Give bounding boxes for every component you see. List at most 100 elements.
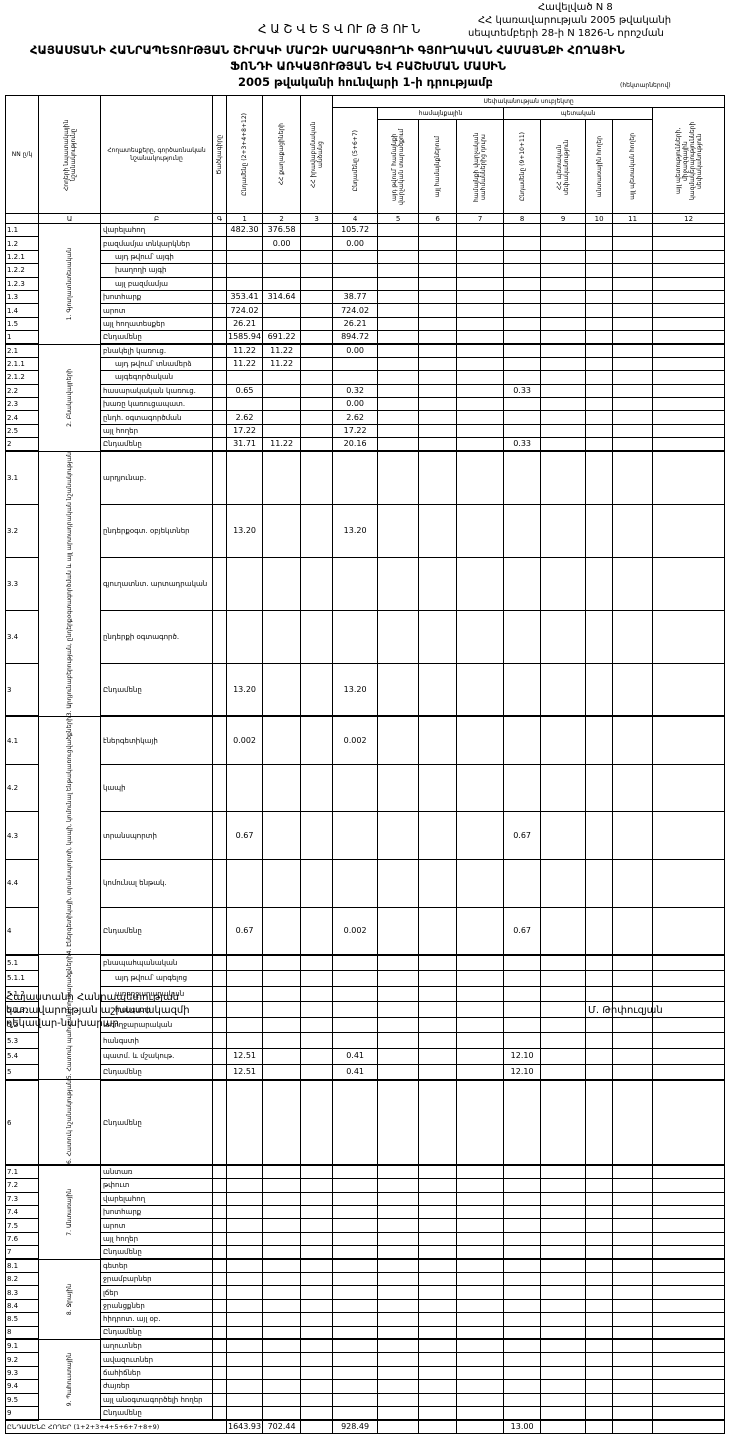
value-cell bbox=[456, 222, 505, 238]
row-name: կապի bbox=[100, 763, 213, 813]
value-cell: 482.30 bbox=[225, 222, 264, 238]
column-header: Ընդամենը (2+3+4+8+12) bbox=[225, 95, 264, 214]
value-cell bbox=[503, 1178, 542, 1193]
row-name: Ընդամենը bbox=[100, 906, 213, 956]
value-cell bbox=[540, 1379, 587, 1394]
value-cell: 0.002 bbox=[332, 906, 379, 956]
value-cell bbox=[262, 1048, 302, 1065]
value-cell bbox=[418, 330, 458, 346]
value-cell bbox=[262, 1379, 302, 1394]
value-cell bbox=[652, 906, 726, 956]
value-cell bbox=[225, 1298, 264, 1314]
value-cell bbox=[540, 556, 587, 611]
code-cell bbox=[212, 423, 227, 439]
value-cell bbox=[377, 1245, 420, 1261]
value-cell bbox=[262, 1001, 302, 1018]
column-number: 11 bbox=[612, 213, 654, 224]
value-cell bbox=[418, 1379, 458, 1394]
value-cell bbox=[377, 715, 420, 765]
value-cell bbox=[332, 1405, 379, 1421]
value-cell bbox=[585, 969, 614, 987]
value-cell bbox=[300, 1205, 334, 1220]
value-cell bbox=[418, 263, 458, 278]
code-cell bbox=[212, 343, 227, 358]
value-cell bbox=[262, 1338, 302, 1354]
value-cell bbox=[540, 1325, 587, 1341]
value-cell bbox=[300, 1048, 334, 1065]
code-cell bbox=[212, 450, 227, 505]
value-cell bbox=[418, 450, 458, 505]
decree-line: սեպտեմբերի 28-ի N 1826-Ն որոշման bbox=[468, 28, 664, 39]
value-cell bbox=[377, 1205, 420, 1220]
value-cell bbox=[612, 1191, 654, 1207]
group-label: 7. Անտառային bbox=[38, 1164, 101, 1260]
row-name: Ընդամենը bbox=[100, 1405, 213, 1421]
value-cell bbox=[262, 1258, 302, 1273]
value-cell bbox=[585, 330, 614, 346]
data-row: 6 6. Հատուկ նշանակության Ընդամենը bbox=[5, 1079, 726, 1167]
value-cell bbox=[377, 343, 420, 358]
row-name: այլ անօգտագործելի հողեր bbox=[100, 1392, 213, 1407]
value-cell bbox=[612, 397, 654, 412]
row-name: հանգստի bbox=[100, 1032, 213, 1050]
value-cell: 17.22 bbox=[332, 423, 379, 439]
value-cell bbox=[585, 343, 614, 358]
value-cell bbox=[652, 383, 726, 399]
row-name: ժայռեր bbox=[100, 1379, 213, 1394]
data-row: 2 Ընդամենը 31.71 11.22 20.16 0.33 bbox=[5, 437, 726, 453]
value-cell bbox=[418, 1258, 458, 1273]
value-cell bbox=[612, 450, 654, 505]
value-cell bbox=[262, 811, 302, 860]
group-label: 3. Արդյունաբերության, ընդերքօգտագործման … bbox=[38, 450, 101, 717]
value-cell bbox=[456, 715, 505, 765]
value-cell bbox=[540, 609, 587, 664]
value-cell bbox=[332, 954, 379, 971]
value-cell bbox=[585, 236, 614, 251]
value-cell bbox=[612, 263, 654, 278]
code-cell bbox=[212, 1245, 227, 1261]
value-cell bbox=[418, 356, 458, 372]
value-cell bbox=[377, 437, 420, 453]
value-cell bbox=[377, 1218, 420, 1233]
value-cell bbox=[300, 1285, 334, 1300]
value-cell bbox=[418, 437, 458, 453]
value-cell bbox=[585, 811, 614, 860]
value-cell: 2.62 bbox=[225, 410, 264, 425]
value-cell bbox=[612, 1063, 654, 1081]
row-number: 5.1.1 bbox=[5, 969, 39, 987]
data-row: 1.4 արոտ 724.02 724.02 bbox=[5, 303, 726, 318]
value-cell bbox=[377, 1258, 420, 1273]
value-cell bbox=[262, 1365, 302, 1381]
value-cell bbox=[652, 1063, 726, 1081]
value-cell bbox=[225, 397, 264, 412]
value-cell bbox=[332, 249, 379, 265]
value-cell bbox=[377, 289, 420, 305]
value-cell bbox=[225, 1079, 264, 1167]
code-cell bbox=[212, 1285, 227, 1300]
value-cell: 0.32 bbox=[332, 383, 379, 399]
value-cell bbox=[652, 1258, 726, 1273]
value-cell bbox=[332, 1338, 379, 1354]
row-name: խառը կառուցապատ. bbox=[100, 397, 213, 412]
header-text: 6. Հատուկ նշանակության bbox=[66, 1080, 73, 1165]
data-row: 2.1.1 այդ թվում՝ տնամերձ 11.22 11.22 bbox=[5, 356, 726, 372]
value-cell: 38.77 bbox=[332, 289, 379, 305]
data-row: 9.4 ժայռեր bbox=[5, 1379, 726, 1394]
value-cell bbox=[652, 1079, 726, 1167]
value-cell bbox=[377, 503, 420, 558]
value-cell bbox=[225, 1285, 264, 1300]
row-number: 3.1 bbox=[5, 450, 39, 505]
row-name: բազմամյա տնկարկներ bbox=[100, 236, 213, 251]
total-cell: 1643.93 bbox=[225, 1419, 264, 1434]
value-cell bbox=[503, 222, 542, 238]
value-cell bbox=[418, 662, 458, 718]
value-cell bbox=[262, 1312, 302, 1327]
value-cell bbox=[456, 969, 505, 987]
value-cell bbox=[503, 969, 542, 987]
data-row: 4 Ընդամենը 0.67 0.002 0.67 bbox=[5, 906, 726, 956]
value-cell bbox=[652, 1312, 726, 1327]
row-number: 2.1.1 bbox=[5, 356, 39, 372]
column-header: Ընդամենը (9+10+11) bbox=[503, 119, 542, 214]
value-cell bbox=[300, 249, 334, 265]
data-row: 1.1 1. Գյուղատնտեսական վարելահող 482.30 376.… bbox=[5, 222, 726, 345]
